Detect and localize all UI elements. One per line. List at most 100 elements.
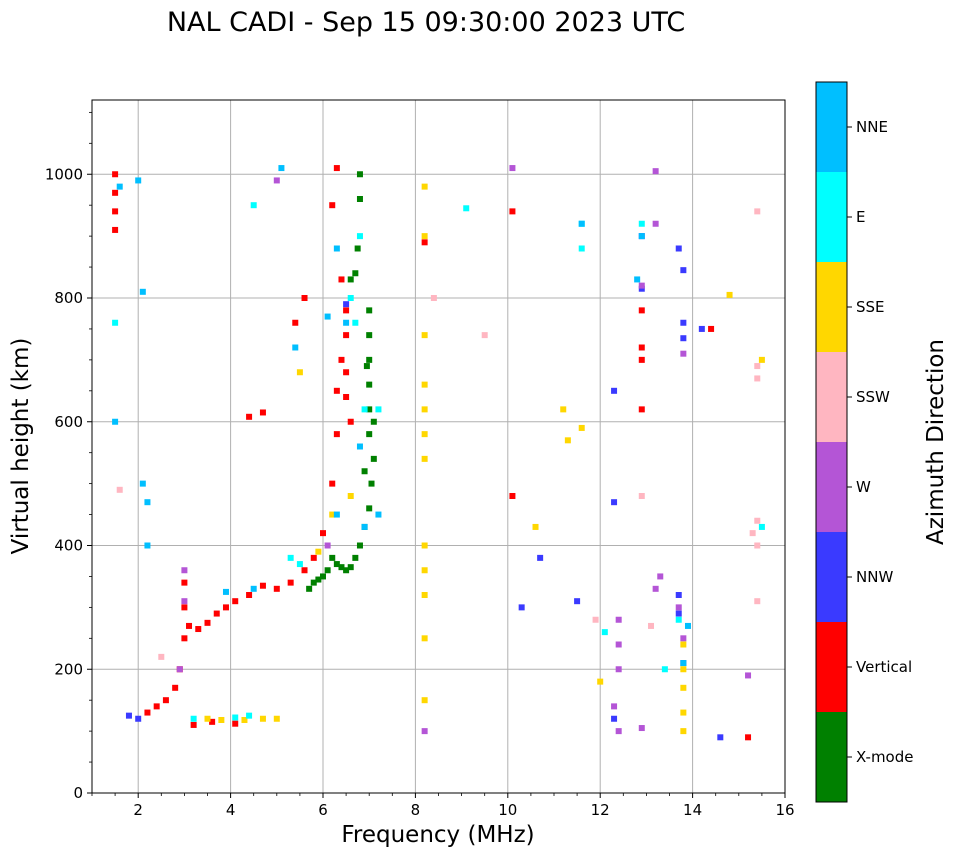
data-point-ssw (592, 616, 599, 623)
data-point-nnw (611, 715, 618, 722)
data-point-w (615, 641, 622, 648)
data-point-x-mode (338, 564, 345, 571)
data-point-x-mode (324, 567, 331, 574)
data-point-vertical (181, 635, 188, 642)
y-axis-ticks: 0 200 400 600 800 1000 (45, 111, 92, 802)
colorbar-segment (816, 622, 847, 712)
data-point-w (273, 177, 280, 184)
data-point-nnw (125, 712, 132, 719)
data-point-x-mode (366, 356, 373, 363)
data-point-vertical (112, 171, 119, 178)
colorbar-tick-label: NNE (856, 118, 888, 136)
x-tick-label: 14 (683, 801, 702, 819)
data-point-w (324, 542, 331, 549)
data-point-x-mode (356, 171, 363, 178)
data-point-w (181, 598, 188, 605)
data-point-w (675, 604, 682, 611)
data-point-nnw (675, 245, 682, 252)
data-point-nnw (638, 285, 645, 292)
data-point-e (356, 233, 363, 240)
data-point-ssw (638, 493, 645, 499)
data-point-vertical (509, 208, 516, 215)
data-point-w (615, 616, 622, 623)
data-point-vertical (343, 369, 350, 376)
colorbar-tick-label: SSE (856, 298, 885, 316)
colorbar-frame (815, 81, 848, 803)
data-point-x-mode (356, 542, 363, 549)
y-tick-label: 400 (54, 537, 83, 555)
data-point-w (680, 635, 687, 642)
y-tick-label: 0 (73, 784, 83, 802)
data-point-w (615, 728, 622, 735)
data-point-vertical (195, 626, 202, 633)
data-point-e (296, 561, 303, 568)
data-point-w (652, 585, 659, 592)
colorbar-segment (816, 352, 847, 442)
data-point-e (661, 666, 668, 673)
data-point-vertical (190, 721, 197, 728)
data-point-nnw (675, 610, 682, 617)
data-point-nne (634, 276, 641, 283)
data-point-sse (218, 716, 225, 723)
data-point-vertical (112, 189, 119, 196)
data-point-vertical (232, 598, 239, 605)
data-point-nnw (537, 554, 544, 561)
data-point-vertical (338, 276, 345, 283)
data-point-x-mode (306, 585, 313, 592)
colorbar-tick-label: SSW (856, 388, 890, 406)
data-point-x-mode (343, 567, 350, 574)
data-point-ssw (158, 653, 165, 660)
data-point-vertical (338, 356, 345, 363)
data-point-nne (139, 288, 146, 295)
data-point-vertical (292, 319, 299, 326)
colorbar-tick-label: NNW (856, 568, 893, 586)
data-point-vertical (320, 530, 326, 537)
colorbar-segment (816, 712, 847, 802)
data-point-x-mode (366, 307, 373, 314)
data-point-sse (597, 678, 604, 685)
data-point-sse (241, 716, 248, 723)
plot-area (91, 99, 786, 794)
colorbar: X-mode Vertical NNW W SSW SSE E NNE (815, 81, 913, 803)
data-point-vertical (343, 332, 350, 339)
data-point-e (375, 406, 382, 413)
data-point-sse (421, 233, 428, 240)
data-point-e (190, 715, 197, 722)
colorbar-label: Azimuth Direction (923, 339, 949, 545)
colorbar-segment (816, 82, 847, 172)
data-point-nne (333, 511, 340, 518)
data-point-vertical (273, 585, 280, 592)
data-point-e (112, 319, 119, 326)
data-point-sse (560, 406, 567, 413)
data-point-sse (421, 542, 428, 549)
data-point-x-mode (320, 573, 326, 580)
data-point-x-mode (366, 332, 373, 339)
data-point-x-mode (361, 468, 368, 475)
data-point-vertical (638, 406, 645, 413)
data-point-vertical (745, 734, 752, 741)
data-point-vertical (333, 387, 340, 394)
x-tick-label: 6 (318, 801, 328, 819)
data-point-x-mode (315, 576, 322, 583)
data-point-vertical (638, 356, 645, 363)
data-point-e (347, 295, 354, 301)
data-point-e (250, 202, 257, 209)
data-point-x-mode (333, 561, 340, 568)
data-point-x-mode (370, 418, 377, 425)
x-tick-label: 4 (226, 801, 236, 819)
data-point-e (578, 245, 585, 252)
data-point-x-mode (366, 505, 373, 512)
data-point-nne (333, 245, 340, 252)
data-point-sse (680, 728, 687, 735)
data-point-sse (578, 424, 585, 431)
data-point-ssw (481, 332, 488, 339)
data-point-nnw (574, 598, 581, 605)
data-point-x-mode (366, 431, 373, 438)
data-point-nne (116, 183, 123, 190)
data-point-w (652, 168, 659, 175)
data-point-vertical (333, 431, 340, 438)
data-point-x-mode (352, 554, 359, 561)
data-point-vertical (204, 619, 211, 626)
data-point-nne (638, 233, 645, 240)
data-point-nnw (611, 387, 618, 394)
